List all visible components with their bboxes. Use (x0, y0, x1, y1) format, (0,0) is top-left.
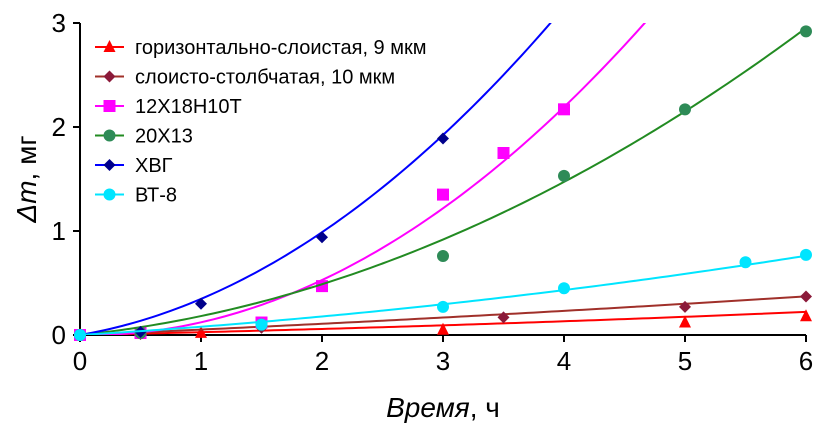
data-point (679, 300, 691, 313)
legend-item: слоисто-столбчатая, 10 мкм (95, 67, 395, 89)
legend-marker (103, 40, 116, 52)
data-point (497, 147, 510, 159)
x-tick-label: 6 (799, 346, 813, 376)
legend-marker (103, 129, 116, 142)
legend-marker (103, 188, 116, 201)
series-5 (74, 248, 812, 341)
legend-label: 20Х13 (135, 126, 193, 148)
data-point (497, 311, 510, 324)
y-axis-title-unit: , мг (11, 135, 42, 180)
data-point (558, 282, 570, 295)
data-point (679, 103, 691, 116)
data-point (316, 231, 328, 244)
data-point (679, 315, 691, 328)
data-point (558, 103, 570, 116)
x-tick-label: 5 (678, 346, 692, 376)
legend: горизонтально-слоистая, 9 мкм слоисто-сто… (95, 37, 426, 207)
data-point (437, 132, 449, 145)
data-point (437, 300, 449, 313)
x-tick-label: 4 (557, 346, 571, 376)
data-point (800, 309, 812, 322)
legend-label: слоисто-столбчатая, 10 мкм (135, 67, 395, 89)
legend-label: ХВГ (135, 155, 173, 177)
legend-item: горизонтально-слоистая, 9 мкм (95, 37, 426, 59)
x-tick-label: 0 (73, 346, 87, 376)
y-tick-label: 0 (52, 320, 66, 350)
legend-item: 20Х13 (95, 126, 193, 148)
data-point (195, 325, 207, 338)
data-point (74, 329, 86, 341)
legend-item: ХВГ (95, 155, 173, 177)
data-point (195, 297, 207, 310)
legend-item: 12Х18Н10Т (95, 96, 242, 118)
data-point (437, 249, 449, 262)
x-tick-label: 3 (436, 346, 450, 376)
legend-label: ВТ-8 (135, 185, 177, 207)
y-tick-label: 3 (52, 8, 66, 38)
y-tick-label: 2 (52, 112, 66, 142)
series-layer (74, 23, 812, 341)
y-tick-label: 1 (52, 216, 66, 246)
y-axis-title-italic: Δm (11, 180, 42, 223)
x-axis-title-unit: , ч (470, 392, 500, 423)
data-point (437, 322, 449, 335)
data-point (739, 256, 752, 269)
y-axis-title: Δm, мг (11, 135, 42, 223)
data-point (255, 318, 268, 331)
legend-marker (103, 159, 116, 171)
x-tick-label: 1 (194, 346, 208, 376)
x-axis-title-italic: Время (386, 392, 470, 423)
data-point (558, 169, 570, 182)
legend-label: 12Х18Н10Т (135, 96, 242, 118)
legend-marker (103, 100, 116, 112)
data-point (800, 248, 812, 261)
data-point (437, 188, 449, 201)
x-axis-title: Время, ч (386, 392, 500, 423)
x-tick-label: 2 (315, 346, 329, 376)
ticks: 0 1 2 3 4 5 6 0 1 2 3 (52, 8, 814, 376)
legend-marker (103, 70, 116, 83)
legend-item: ВТ-8 (95, 185, 177, 207)
data-point (800, 25, 812, 38)
series-trend-line (80, 23, 647, 335)
legend-label: горизонтально-слоистая, 9 мкм (135, 37, 426, 59)
data-point (800, 290, 812, 303)
